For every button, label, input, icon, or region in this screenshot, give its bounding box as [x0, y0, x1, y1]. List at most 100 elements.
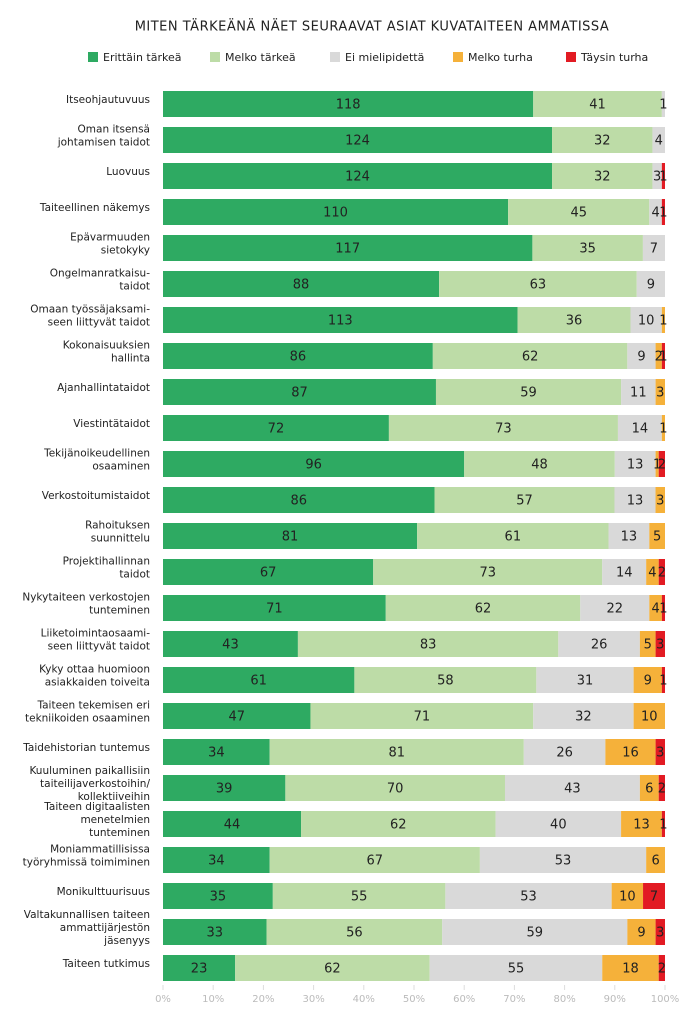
value-label: 1 [659, 350, 667, 365]
value-label: 13 [621, 530, 638, 545]
bar-segment [646, 847, 665, 873]
category-label: Nykytaiteen verkostojen tunteminen [22, 592, 150, 617]
value-label: 1 [659, 422, 667, 437]
bar-segment [655, 451, 659, 477]
bar-segment [658, 775, 665, 801]
bar-segment [652, 127, 665, 153]
bar-segment [163, 379, 436, 405]
bar-segment [163, 883, 273, 909]
bar-segment [552, 127, 653, 153]
bar-segment [611, 883, 644, 909]
value-label: 34 [208, 746, 225, 761]
bar-segment [661, 163, 665, 189]
bar-segment [163, 199, 509, 225]
bar-segment [655, 919, 665, 945]
bar-segment [163, 739, 270, 765]
bar-segment [627, 343, 656, 369]
value-label: 53 [520, 890, 537, 905]
bar-segment [614, 487, 656, 513]
bar-segment [272, 883, 446, 909]
bar-segment [649, 199, 662, 225]
category-label: Valtakunnallisen taiteen ammattijärjestön… [24, 909, 150, 947]
bar-segment [630, 307, 662, 333]
bar-segment [617, 415, 662, 441]
bar-segment [661, 415, 665, 441]
chart-title: MITEN TÄRKEÄNÄ NÄET SEURAAVAT ASIAT KUVA… [135, 19, 610, 35]
value-label: 55 [508, 962, 525, 977]
bar-segment [385, 595, 581, 621]
value-label: 5 [644, 638, 652, 653]
value-label: 57 [516, 494, 533, 509]
value-label: 5 [653, 530, 661, 545]
value-label: 2 [658, 458, 666, 473]
value-label: 53 [555, 854, 572, 869]
x-tick-label: 40% [353, 994, 375, 1005]
value-label: 61 [505, 530, 522, 545]
x-tick-label: 70% [503, 994, 525, 1005]
bar-segment [614, 451, 656, 477]
bar-segment [354, 667, 537, 693]
value-label: 61 [250, 674, 267, 689]
bar-segment [435, 379, 622, 405]
value-label: 1 [659, 314, 667, 329]
bar-segment [163, 415, 389, 441]
bar-segment [636, 271, 665, 297]
bar-segment [504, 775, 640, 801]
bar-segment [163, 703, 311, 729]
bar-segment [643, 883, 665, 909]
bar-segment [642, 235, 665, 261]
x-tick-label: 20% [252, 994, 274, 1005]
value-label: 41 [589, 98, 606, 113]
category-label: Projektihallinnan taidot [63, 556, 150, 581]
category-label: Verkostoitumistaidot [42, 490, 150, 502]
category-label: Taiteen digitaalisten menetelmien tuntemin… [43, 801, 150, 839]
category-label: Oman itsensä johtamisen taidot [57, 124, 150, 149]
bar-segment [523, 739, 606, 765]
bar-segment [429, 955, 603, 981]
bar-segment [269, 739, 524, 765]
value-label: 86 [290, 494, 307, 509]
bar-segment [495, 811, 622, 837]
legend-swatch [88, 52, 98, 62]
bar-segment [580, 595, 650, 621]
category-label: Ongelmanratkaisu-taidot [50, 268, 151, 293]
value-label: 9 [637, 926, 645, 941]
bar-segment [621, 379, 656, 405]
value-label: 1 [659, 170, 667, 185]
value-label: 11 [630, 386, 647, 401]
value-label: 88 [293, 278, 310, 293]
bar-segment [533, 91, 662, 117]
bar-segment [163, 559, 374, 585]
value-label: 43 [564, 782, 581, 797]
bar-segment [661, 343, 665, 369]
value-label: 22 [607, 602, 624, 617]
value-label: 2 [658, 566, 666, 581]
category-label: Kyky ottaa huomioon asiakkaiden toiveita [39, 664, 150, 689]
value-label: 40 [550, 818, 567, 833]
bar-segment [442, 919, 628, 945]
bar-segment [602, 955, 659, 981]
value-label: 59 [527, 926, 544, 941]
legend-label: Täysin turha [580, 51, 648, 64]
bar-segment [163, 631, 298, 657]
bar-segment [661, 91, 665, 117]
value-label: 33 [206, 926, 223, 941]
bar-segment [163, 847, 270, 873]
value-label: 31 [577, 674, 594, 689]
value-label: 81 [282, 530, 299, 545]
category-label: Epävarmuuden sietokyky [70, 232, 150, 257]
value-label: 1 [653, 458, 661, 473]
legend-label: Ei mielipidettä [345, 51, 424, 64]
bar-segment [655, 631, 665, 657]
bar-segment [163, 919, 267, 945]
value-label: 1 [659, 674, 667, 689]
value-label: 67 [367, 854, 384, 869]
value-label: 87 [291, 386, 308, 401]
x-tick-label: 0% [155, 994, 171, 1005]
value-label: 2 [658, 782, 666, 797]
value-label: 1 [659, 98, 667, 113]
value-label: 63 [530, 278, 547, 293]
value-label: 71 [266, 602, 283, 617]
value-label: 73 [479, 566, 496, 581]
